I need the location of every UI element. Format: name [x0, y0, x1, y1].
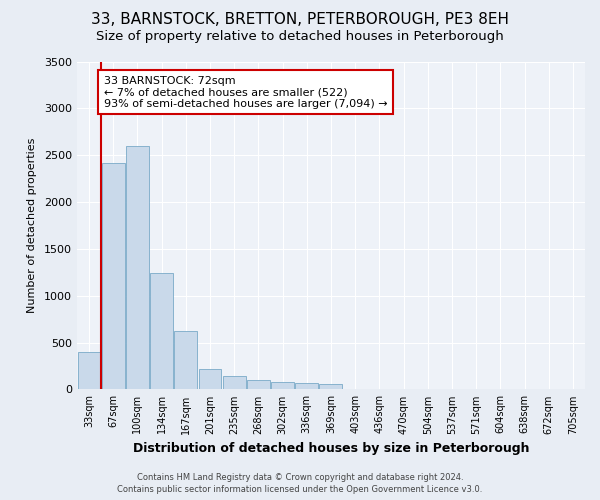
Text: Contains HM Land Registry data © Crown copyright and database right 2024.
Contai: Contains HM Land Registry data © Crown c…: [118, 472, 482, 494]
Bar: [223, 376, 245, 390]
Y-axis label: Number of detached properties: Number of detached properties: [27, 138, 37, 313]
Bar: [126, 146, 149, 390]
Bar: [199, 369, 221, 390]
Text: Size of property relative to detached houses in Peterborough: Size of property relative to detached ho…: [96, 30, 504, 43]
Bar: [271, 382, 294, 390]
Bar: [319, 384, 343, 390]
Bar: [77, 352, 101, 390]
Bar: [295, 384, 318, 390]
X-axis label: Distribution of detached houses by size in Peterborough: Distribution of detached houses by size …: [133, 442, 529, 455]
Bar: [150, 273, 173, 390]
Bar: [175, 332, 197, 390]
Bar: [102, 162, 125, 390]
Bar: [247, 380, 270, 390]
Text: 33, BARNSTOCK, BRETTON, PETERBOROUGH, PE3 8EH: 33, BARNSTOCK, BRETTON, PETERBOROUGH, PE…: [91, 12, 509, 28]
Text: 33 BARNSTOCK: 72sqm
← 7% of detached houses are smaller (522)
93% of semi-detach: 33 BARNSTOCK: 72sqm ← 7% of detached hou…: [104, 76, 388, 109]
